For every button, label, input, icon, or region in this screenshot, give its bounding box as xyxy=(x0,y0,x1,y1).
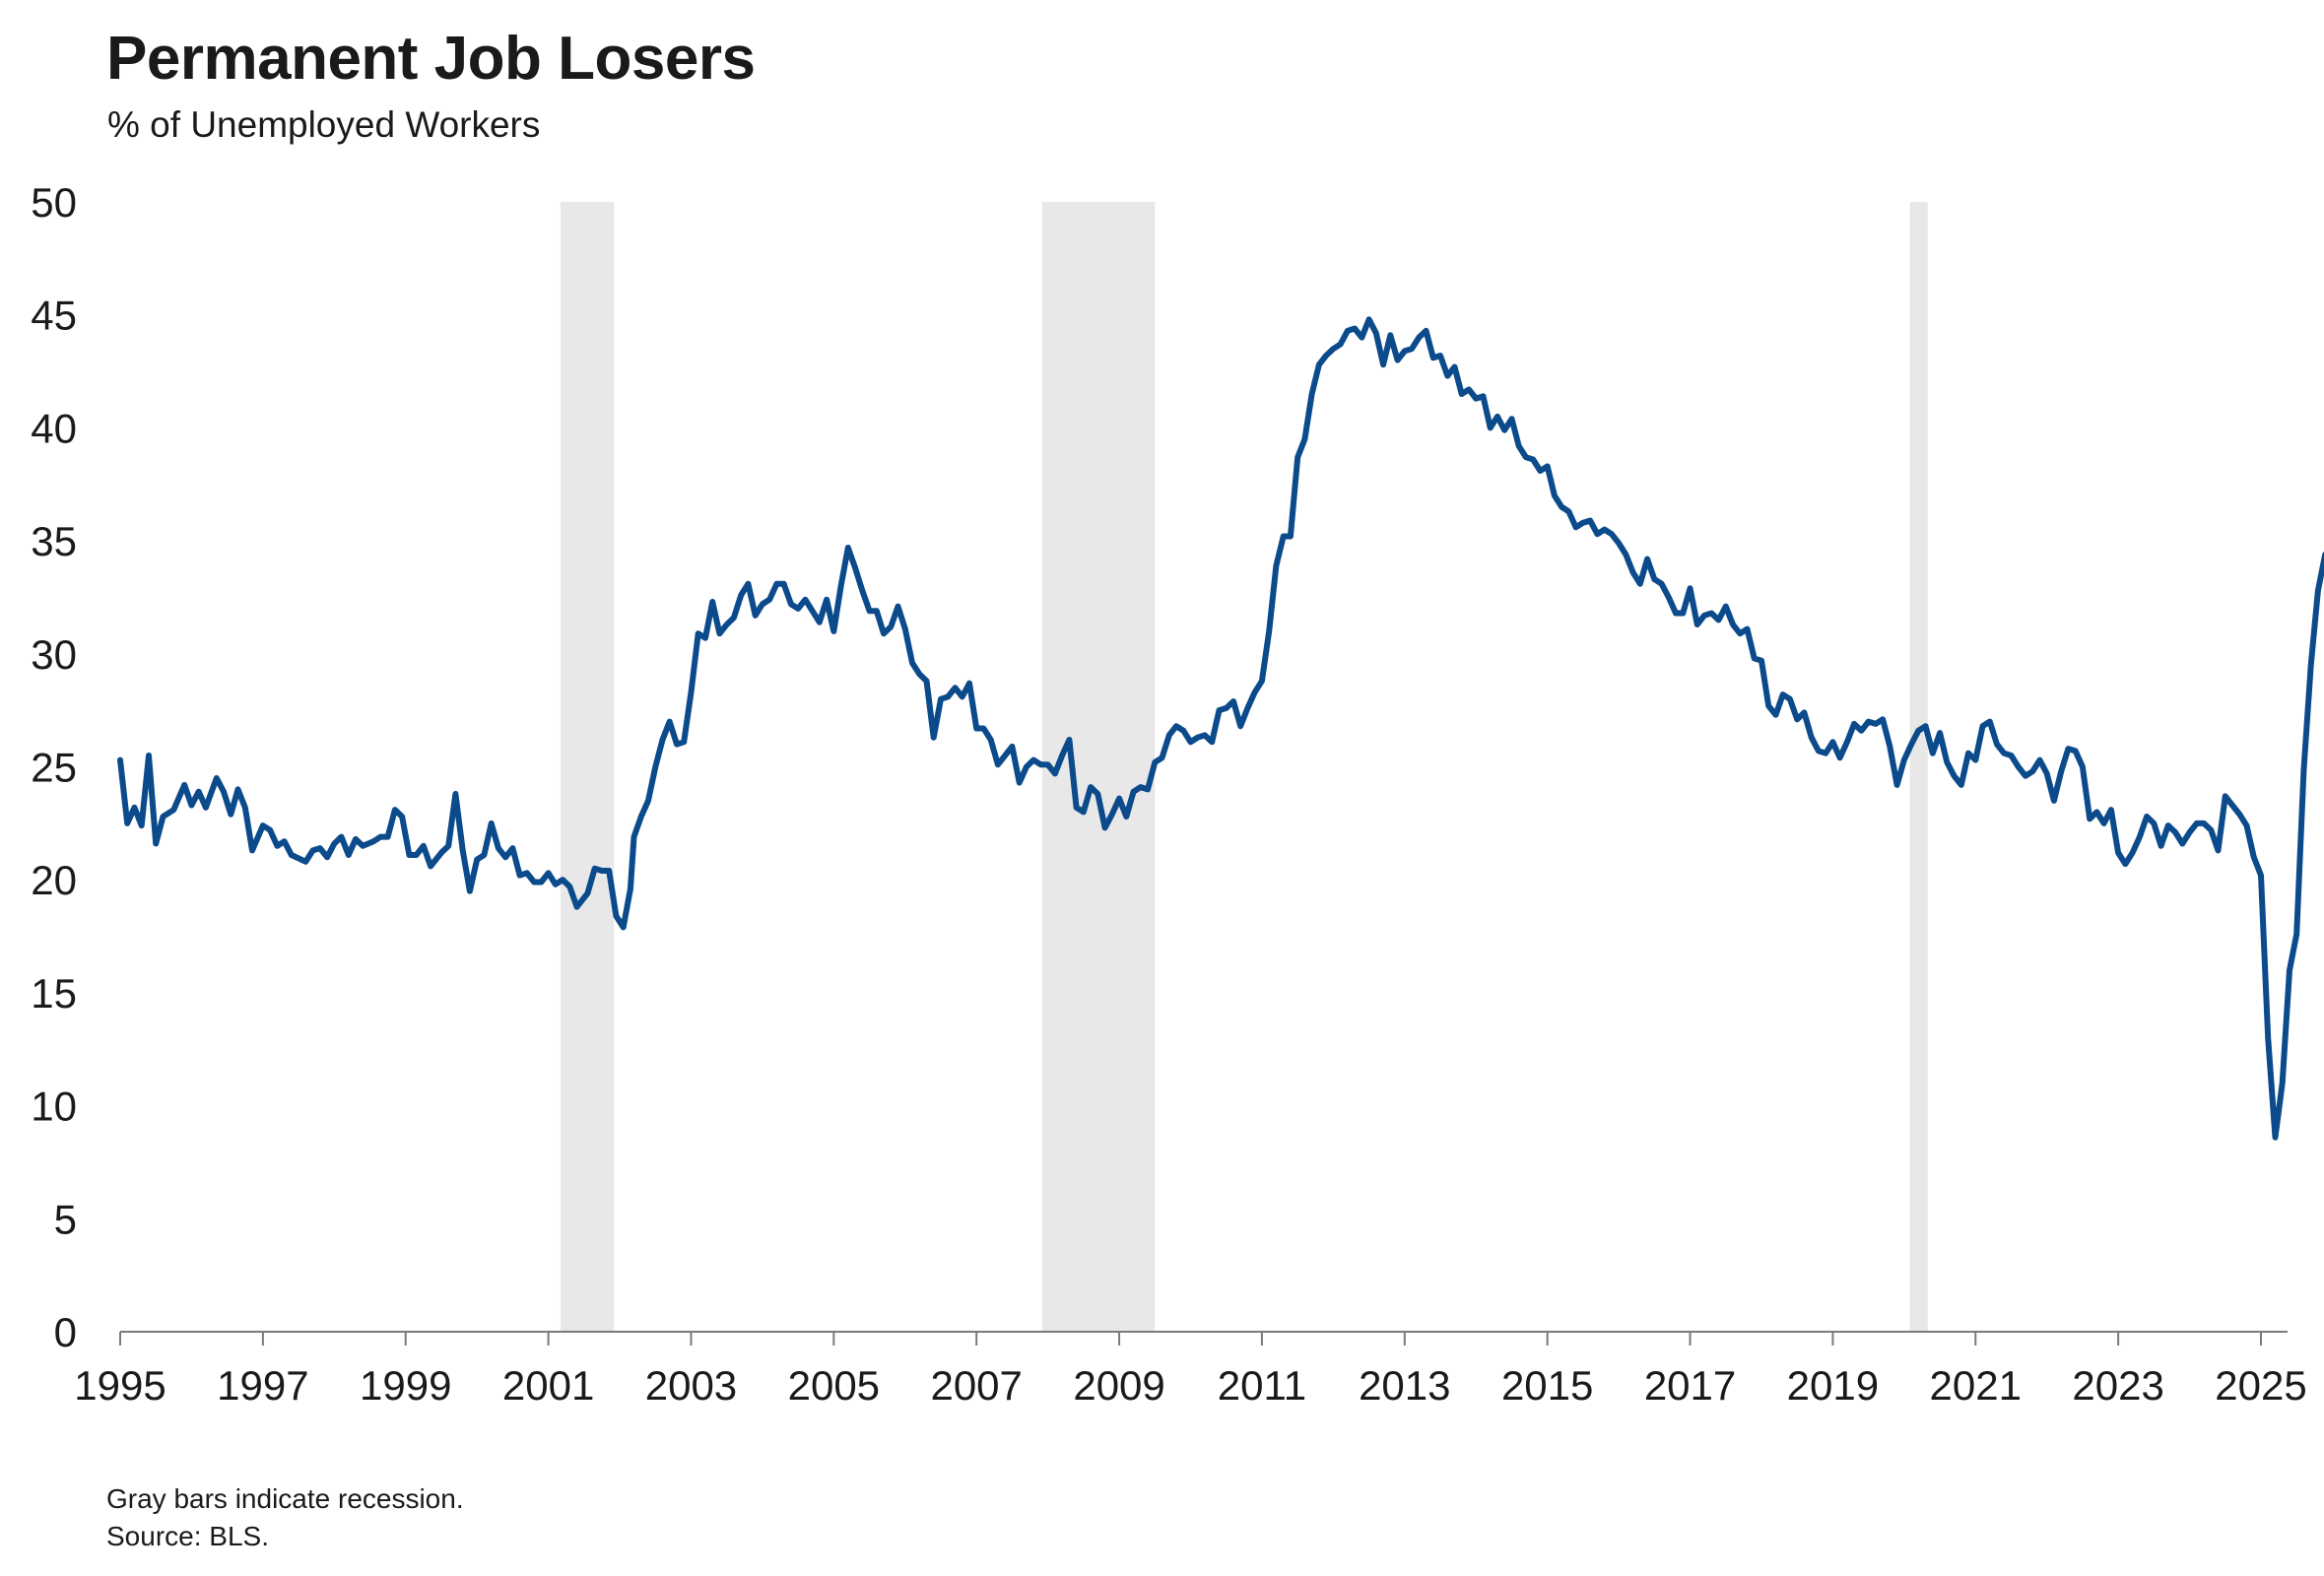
y-tick-label: 15 xyxy=(31,970,77,1017)
x-tick-label: 2019 xyxy=(1787,1362,1879,1409)
x-tick-label: 1997 xyxy=(217,1362,308,1409)
x-tick-label: 2003 xyxy=(645,1362,737,1409)
chart-subtitle: % of Unemployed Workers xyxy=(107,104,541,145)
x-tick-label: 2021 xyxy=(1930,1362,2022,1409)
y-tick-label: 35 xyxy=(31,518,77,564)
y-tick-label: 20 xyxy=(31,857,77,903)
y-axis: 0 5 10 15 20 25 30 35 40 45 50 xyxy=(31,179,77,1355)
recession-bar-0 xyxy=(560,202,615,1332)
x-tick-label: 2013 xyxy=(1359,1362,1450,1409)
x-tick-label: 2015 xyxy=(1501,1362,1593,1409)
x-tick-label: 2005 xyxy=(788,1362,880,1409)
x-tick-label: 2011 xyxy=(1218,1362,1306,1409)
y-tick-label: 50 xyxy=(31,179,77,226)
x-tick-label: 2023 xyxy=(2072,1362,2163,1409)
x-tick-label: 2025 xyxy=(2215,1362,2306,1409)
y-tick-label: 0 xyxy=(54,1309,77,1355)
recession-bar-2 xyxy=(1909,202,1928,1332)
chart-title: Permanent Job Losers xyxy=(106,25,756,93)
x-tick-label: 2017 xyxy=(1644,1362,1736,1409)
y-tick-label: 30 xyxy=(31,631,77,678)
x-tick-label: 1995 xyxy=(74,1362,166,1409)
x-tick-label: 2001 xyxy=(502,1362,594,1409)
x-tick-label: 2009 xyxy=(1073,1362,1164,1409)
y-tick-label: 25 xyxy=(31,745,77,791)
series-line-0 xyxy=(117,316,2324,1141)
source-note: Source: BLS. xyxy=(106,1521,269,1551)
recession-bar-1 xyxy=(1041,202,1156,1332)
y-tick-label: 45 xyxy=(31,293,77,339)
recession-note: Gray bars indicate recession. xyxy=(106,1483,464,1514)
series-layer xyxy=(117,316,2324,1141)
y-tick-label: 10 xyxy=(31,1084,77,1130)
y-tick-label: 40 xyxy=(31,405,77,451)
x-axis: 1995 1997 1999 2001 2003 2005 2007 2009 2011 2013… xyxy=(74,1331,2307,1409)
y-tick-label: 5 xyxy=(54,1196,77,1242)
recession-bars xyxy=(560,202,1928,1332)
x-tick-label: 2007 xyxy=(930,1362,1022,1409)
x-tick-label: 1999 xyxy=(360,1362,451,1409)
